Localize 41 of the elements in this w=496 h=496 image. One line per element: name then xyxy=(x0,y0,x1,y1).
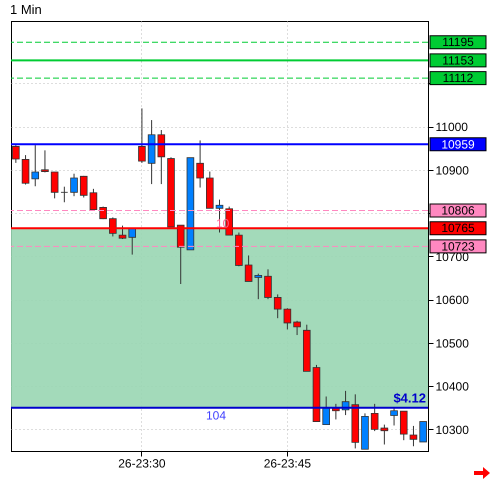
candlestick xyxy=(370,403,378,432)
candlestick xyxy=(80,175,88,198)
candlestick xyxy=(60,186,68,203)
y-tick-label: 11000 xyxy=(436,120,468,134)
candlestick xyxy=(90,188,98,210)
ref-line-label: 10765 xyxy=(441,221,476,236)
candlestick xyxy=(50,171,58,199)
candlestick xyxy=(41,150,49,173)
ref-line-label: 10806 xyxy=(441,203,476,218)
ref-line-label: 10959 xyxy=(441,137,476,152)
candlestick xyxy=(419,421,427,442)
candlestick xyxy=(410,425,418,447)
ref-line-label: 11153 xyxy=(442,53,474,68)
chart-title: 1 Min xyxy=(10,2,42,17)
candlestick xyxy=(70,173,78,197)
y-tick-label: 10400 xyxy=(436,380,470,394)
ref-line-label: 11195 xyxy=(442,35,474,50)
x-tick-label: 26-23:45 xyxy=(264,456,312,470)
candlestick xyxy=(138,108,146,164)
candlestick xyxy=(284,308,292,330)
y-tick-label: 10900 xyxy=(436,163,470,178)
candlestick xyxy=(380,424,388,446)
candlestick xyxy=(12,144,20,164)
candlestick xyxy=(264,268,272,300)
candlestick xyxy=(22,154,30,186)
ref-line-label: 11112 xyxy=(442,71,474,86)
y-tick-label: 10600 xyxy=(436,293,470,308)
candlestick xyxy=(293,320,301,336)
y-tick-label: 10500 xyxy=(436,336,470,350)
candlestick xyxy=(274,294,282,319)
candlestick xyxy=(390,406,398,426)
y-tick-label: 10300 xyxy=(436,422,470,437)
candlestick xyxy=(244,254,252,282)
annotation: $4.12 xyxy=(393,390,426,406)
candlestick xyxy=(31,144,40,187)
candlestick xyxy=(196,140,204,188)
x-tick-label: 26-23:30 xyxy=(118,456,166,470)
candlestick xyxy=(400,410,408,441)
annotation: 104 xyxy=(206,408,226,423)
candlestick xyxy=(322,396,330,426)
candlestick xyxy=(254,273,262,300)
